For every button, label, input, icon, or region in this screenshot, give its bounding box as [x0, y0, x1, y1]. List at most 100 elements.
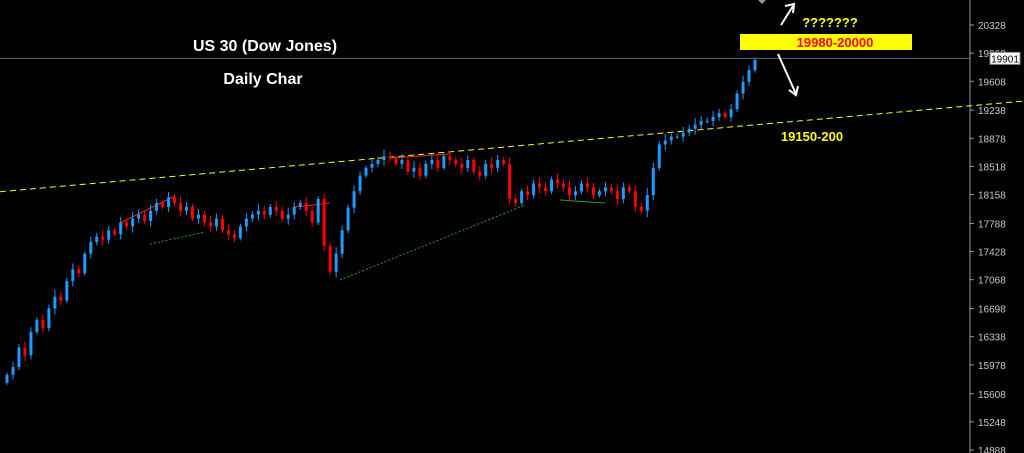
svg-text:19901: 19901 [991, 54, 1019, 65]
candle-body [532, 183, 536, 196]
candle-body [280, 210, 284, 219]
candle-body [717, 113, 721, 118]
y-tick-label: 17068 [978, 276, 1006, 287]
candle [394, 155, 398, 167]
candle [472, 157, 476, 175]
candle [155, 198, 159, 215]
candle [202, 210, 206, 227]
candle [412, 161, 416, 178]
candle [256, 204, 260, 221]
candle-body [5, 374, 9, 383]
candle-body [167, 197, 171, 207]
y-tick-label: 18158 [978, 191, 1006, 202]
candle-body [29, 331, 33, 356]
target-zone-box [740, 34, 912, 50]
candle [687, 125, 691, 137]
candle-body [17, 347, 21, 368]
candle-body [41, 320, 45, 328]
candle [83, 251, 87, 276]
candle-body [226, 230, 230, 235]
candle-body [238, 226, 242, 239]
candle-body [454, 160, 458, 164]
candle-body [143, 214, 147, 221]
candle-body [268, 206, 272, 215]
chart-subtitle: Daily Char [223, 71, 302, 88]
candle-body [310, 210, 314, 223]
candle [651, 162, 655, 200]
candle-body [47, 308, 51, 328]
candle-body [615, 191, 619, 200]
candle-body [747, 70, 751, 82]
candle-body [514, 199, 518, 203]
candle [591, 182, 595, 200]
candle-body [292, 206, 296, 215]
candle [478, 166, 482, 181]
candle-body [334, 253, 338, 272]
candle [418, 162, 422, 181]
candle-body [657, 144, 661, 168]
candle [448, 150, 452, 165]
candle-body [131, 218, 135, 227]
y-tick-label: 16698 [978, 305, 1006, 316]
candle-body [466, 160, 470, 168]
candle-body [436, 160, 440, 168]
candle [550, 176, 554, 194]
candle [741, 75, 745, 100]
candle-body [149, 210, 153, 221]
candle [454, 156, 458, 168]
candle [125, 218, 129, 230]
candle-body [11, 367, 15, 375]
candle-body [538, 183, 542, 188]
candle [131, 211, 135, 233]
candle-body [478, 171, 482, 176]
arrow-down-icon [777, 53, 799, 97]
candle [137, 209, 141, 224]
candle-body [597, 191, 601, 196]
candle [567, 180, 571, 202]
candle [11, 361, 15, 380]
candle-body [155, 202, 159, 211]
candle [526, 185, 530, 201]
candle [370, 158, 374, 173]
candle-body [89, 242, 93, 254]
candle-body [286, 214, 290, 219]
candle [185, 202, 189, 215]
candle [603, 181, 607, 197]
candle [388, 151, 392, 163]
candle [322, 193, 326, 251]
candle [65, 277, 69, 304]
candle-body [418, 167, 422, 176]
candle [585, 177, 589, 193]
candle [274, 201, 278, 217]
candle-body [250, 214, 254, 219]
candle [328, 242, 332, 276]
candle [364, 165, 368, 178]
y-tick-label: 17788 [978, 219, 1006, 230]
candle [597, 188, 601, 198]
candle [77, 265, 81, 278]
red-trendline [389, 153, 451, 159]
candle [430, 153, 434, 170]
candle-body [633, 191, 637, 207]
y-tick-label: 20328 [978, 21, 1006, 32]
candle [747, 65, 751, 86]
candle [376, 156, 380, 167]
candle-body [412, 167, 416, 172]
candle-body [645, 195, 649, 211]
candle-body [585, 183, 589, 188]
candle [711, 111, 715, 127]
candle-body [346, 207, 350, 231]
candle-body [376, 160, 380, 164]
candle [292, 201, 296, 220]
candle-body [550, 179, 554, 192]
candle-body [526, 191, 530, 196]
candle-body [567, 187, 571, 196]
resistance-trendline[interactable] [0, 100, 1024, 193]
candle-body [71, 269, 75, 282]
candle-body [544, 187, 548, 192]
candle-body [358, 175, 362, 192]
y-tick-label: 16338 [978, 333, 1006, 344]
candle [538, 176, 542, 194]
